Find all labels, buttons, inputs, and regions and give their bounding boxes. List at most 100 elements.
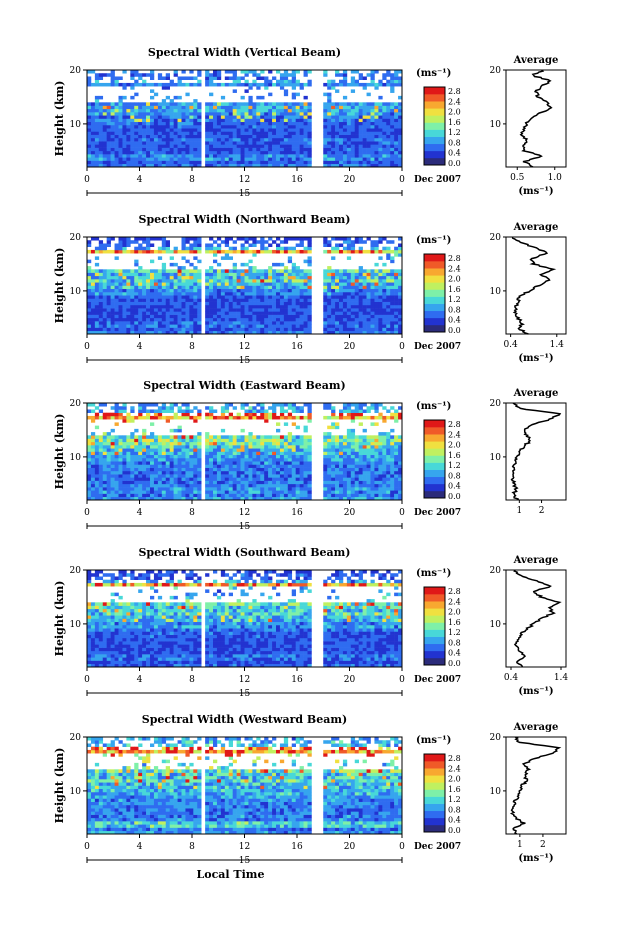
heatmap-cell — [291, 249, 296, 254]
heatmap-cell — [106, 124, 111, 129]
heatmap-cell — [146, 483, 151, 488]
heatmap-cell — [189, 298, 194, 302]
heatmap-cell — [114, 157, 119, 161]
heatmap-cell — [142, 240, 147, 244]
heatmap-cell — [87, 311, 92, 315]
heatmap-cell — [169, 99, 174, 103]
heatmap-cell — [220, 406, 226, 410]
heatmap-cell — [134, 304, 139, 309]
heatmap-cell — [264, 301, 269, 306]
heatmap-cell — [232, 121, 237, 126]
y-tick-label: 10 — [70, 120, 82, 130]
heatmap-cell — [189, 137, 194, 142]
heatmap-cell — [98, 291, 104, 296]
heatmap-cell — [386, 301, 391, 306]
heatmap-cell — [126, 470, 131, 475]
heatmap-cell — [193, 477, 198, 481]
heatmap-cell — [153, 108, 159, 113]
heatmap-cell — [130, 451, 135, 456]
heatmap-cell — [98, 118, 104, 123]
heatmap-cell — [205, 321, 210, 325]
heatmap-cell — [169, 82, 174, 87]
heatmap-cell — [165, 464, 170, 468]
heatmap-cell — [291, 112, 296, 116]
heatmap-cell — [185, 150, 190, 155]
heatmap-cell — [279, 134, 285, 139]
heatmap-cell — [256, 445, 261, 449]
heatmap-cell — [244, 301, 249, 306]
heatmap-cell — [244, 141, 249, 145]
heatmap-cell — [122, 86, 127, 90]
heatmap-cell — [362, 298, 367, 302]
heatmap-cell — [209, 412, 214, 417]
heatmap-cell — [94, 147, 100, 152]
heatmap-cell — [386, 112, 391, 116]
heatmap-cell — [303, 160, 308, 165]
heatmap-cell — [378, 237, 383, 241]
heatmap-cell — [134, 272, 139, 277]
heatmap-cell — [90, 82, 96, 87]
heatmap-cell — [354, 288, 359, 293]
heatmap-cell — [283, 272, 289, 277]
heatmap-cell — [252, 474, 257, 478]
heatmap-cell — [173, 454, 178, 459]
heatmap-cell — [390, 324, 395, 328]
heatmap-cell — [287, 160, 293, 165]
heatmap-cell — [248, 285, 253, 290]
heatmap-cell — [339, 321, 344, 325]
heatmap-cell — [299, 291, 304, 296]
heatmap-cell — [110, 237, 115, 241]
heatmap-cell — [161, 275, 167, 280]
heatmap-cell — [276, 115, 281, 119]
heatmap-cell — [138, 406, 143, 410]
heatmap-cell — [138, 144, 143, 148]
heatmap-cell — [153, 457, 159, 462]
heatmap-cell — [134, 324, 139, 328]
heatmap-cell — [272, 124, 277, 129]
heatmap-cell — [307, 118, 312, 123]
heatmap-cell — [102, 279, 107, 283]
heatmap-cell — [213, 134, 218, 139]
heatmap-cell — [370, 288, 375, 293]
heatmap-cell — [173, 295, 178, 299]
heatmap-cell — [279, 321, 285, 325]
heatmap-cell — [94, 285, 100, 290]
heatmap-cell — [87, 448, 92, 452]
heatmap-cell — [346, 279, 352, 283]
heatmap-cell — [236, 461, 241, 465]
heatmap-cell — [232, 288, 237, 293]
heatmap-cell — [189, 451, 194, 456]
heatmap-cell — [150, 454, 155, 459]
heatmap-cell — [165, 409, 170, 413]
heatmap-cell — [264, 461, 269, 465]
heatmap-cell — [244, 474, 249, 478]
heatmap-cell — [283, 288, 289, 293]
heatmap-cell — [279, 82, 285, 87]
heatmap-cell — [189, 118, 194, 123]
heatmap-cell — [366, 279, 371, 283]
heatmap-cell — [398, 311, 403, 315]
heatmap-cell — [346, 134, 352, 139]
heatmap-cell — [205, 285, 210, 290]
heatmap-cell — [169, 134, 174, 139]
heatmap-cell — [142, 321, 147, 325]
heatmap-cell — [146, 464, 151, 468]
heatmap-cell — [307, 249, 312, 254]
heatmap-cell — [276, 435, 281, 439]
heatmap-cell — [279, 493, 285, 498]
heatmap-cell — [205, 108, 210, 113]
heatmap-cell — [122, 282, 127, 286]
heatmap-cell — [177, 409, 182, 413]
heatmap-cell — [138, 246, 143, 251]
heatmap-cell — [110, 490, 115, 494]
heatmap-cell — [161, 82, 167, 87]
heatmap-cell — [110, 128, 115, 132]
x-tick-label: 8 — [189, 342, 195, 352]
heatmap-cell — [87, 105, 92, 110]
heatmap-cell — [287, 102, 293, 106]
heatmap-cell — [299, 112, 304, 116]
heatmap-cell — [118, 490, 123, 494]
heatmap-cell — [134, 438, 139, 443]
heatmap-cell — [307, 288, 312, 293]
heatmap-cell — [386, 275, 391, 280]
